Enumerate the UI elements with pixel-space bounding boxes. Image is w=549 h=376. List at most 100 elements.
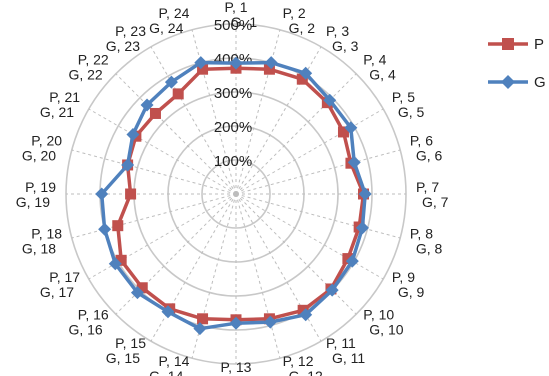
category-label-g-8: G, 8 — [416, 241, 443, 257]
radial-tick-labels: 100%200%300%400%500% — [214, 17, 252, 170]
series-G-point-19 — [95, 187, 109, 201]
series-P-point-22 — [149, 107, 161, 119]
series-G-point-2 — [264, 56, 278, 70]
radial-tick-label-5: 500% — [214, 17, 252, 34]
grid-spoke-2 — [235, 29, 281, 195]
series-P-point-2 — [263, 63, 275, 75]
series-P-point-9 — [342, 253, 354, 265]
category-label-p-24: P, 24 — [159, 5, 190, 21]
category-label-g-21: G, 21 — [40, 104, 74, 120]
category-label-g-5: G, 5 — [398, 104, 425, 120]
series-G-point-11 — [299, 308, 313, 322]
category-label-g-24: G, 24 — [149, 20, 183, 36]
category-label-p-22: P, 22 — [78, 52, 109, 68]
series-G-point-1 — [229, 56, 243, 70]
category-label-p-8: P, 8 — [410, 226, 433, 242]
series-G-point-18 — [98, 222, 112, 236]
radial-tick-label-2: 200% — [214, 119, 252, 136]
grid-spoke-12 — [235, 193, 281, 359]
grid-spoke-20 — [71, 149, 237, 195]
series-P-point-24 — [197, 63, 209, 75]
legend-marker-G — [501, 75, 515, 89]
legend: PG — [488, 36, 546, 91]
series-P-point-16 — [136, 282, 148, 294]
data-series — [95, 56, 372, 336]
grid-spoke-23 — [150, 46, 237, 195]
series-G-point-20 — [121, 158, 135, 172]
grid-spoke-21 — [88, 108, 237, 195]
category-label-g-11: G, 11 — [332, 350, 365, 366]
radar-grid — [65, 23, 407, 365]
category-label-g-12: G, 12 — [289, 368, 323, 376]
grid-spoke-4 — [235, 73, 357, 195]
category-label-p-1: P, 1 — [224, 0, 247, 15]
category-label-p-14: P, 14 — [159, 353, 190, 369]
series-G-point-10 — [325, 283, 339, 297]
category-label-g-1: G, 1 — [231, 14, 258, 30]
series-P-point-5 — [337, 126, 349, 138]
grid-spoke-8 — [235, 193, 401, 239]
category-label-p-19: P, 19 — [25, 179, 56, 195]
category-label-p-6: P, 6 — [410, 132, 433, 148]
series-G-point-23 — [164, 75, 178, 89]
category-label-p-11: P, 11 — [326, 335, 356, 351]
category-label-g-4: G, 4 — [369, 67, 396, 83]
series-P-point-23 — [172, 88, 184, 100]
series-G-point-4 — [323, 93, 337, 107]
category-label-p-12: P, 12 — [283, 353, 314, 369]
category-label-g-9: G, 9 — [398, 284, 425, 300]
category-label-p-7: P, 7 — [416, 179, 439, 195]
radial-tick-label-3: 300% — [214, 85, 252, 102]
category-label-p-3: P, 3 — [326, 23, 349, 39]
grid-spoke-3 — [235, 46, 322, 195]
radial-tick-label-1: 100% — [214, 153, 252, 170]
series-G-point-24 — [194, 56, 208, 70]
category-label-g-3: G, 3 — [332, 38, 359, 54]
series-P-point-18 — [112, 220, 124, 232]
category-label-g-16: G, 16 — [68, 321, 102, 337]
series-G-point-9 — [345, 254, 359, 268]
series-G-point-13 — [229, 316, 243, 330]
series-P-point-17 — [115, 254, 127, 266]
category-label-g-19: G, 19 — [16, 194, 50, 210]
series-G-point-7 — [358, 187, 372, 201]
grid-spoke-17 — [88, 193, 237, 280]
category-label-g-7: G, 7 — [422, 194, 449, 210]
category-label-g-10: G, 10 — [369, 321, 403, 337]
category-label-p-18: P, 18 — [31, 226, 62, 242]
series-G-point-5 — [344, 121, 358, 135]
series-P-point-14 — [197, 313, 209, 325]
category-label-p-5: P, 5 — [392, 89, 415, 105]
grid-spoke-10 — [235, 193, 357, 315]
series-G-point-22 — [140, 98, 154, 112]
category-label-g-2: G, 2 — [289, 20, 316, 36]
grid-spoke-15 — [150, 193, 237, 342]
category-label-g-18: G, 18 — [22, 241, 56, 257]
legend-label-G: G — [534, 74, 546, 91]
grid-spoke-6 — [235, 149, 401, 195]
series-G-point-14 — [193, 322, 207, 336]
series-G-point-3 — [299, 66, 313, 80]
category-label-p-2: P, 2 — [283, 5, 306, 21]
series-P-point-3 — [296, 73, 308, 85]
grid-spoke-14 — [191, 193, 237, 359]
series-G-point-15 — [161, 305, 175, 319]
category-label-g-6: G, 6 — [416, 147, 443, 163]
category-label-g-22: G, 22 — [68, 67, 102, 83]
category-label-p-16: P, 16 — [78, 306, 109, 322]
category-label-p-17: P, 17 — [49, 269, 80, 285]
category-label-g-13: G, 13 — [227, 374, 261, 376]
category-label-p-13: P, 13 — [221, 359, 252, 375]
category-label-g-23: G, 23 — [106, 38, 140, 54]
grid-spoke-24 — [191, 29, 237, 195]
legend-marker-P — [502, 38, 514, 50]
grid-spoke-5 — [235, 108, 384, 195]
category-label-g-17: G, 17 — [40, 284, 74, 300]
series-G-point-16 — [130, 286, 144, 300]
grid-spoke-18 — [71, 193, 237, 239]
category-label-p-23: P, 23 — [115, 23, 146, 39]
grid-spoke-11 — [235, 193, 322, 342]
series-G-point-8 — [355, 221, 369, 235]
grid-spoke-22 — [115, 73, 237, 195]
